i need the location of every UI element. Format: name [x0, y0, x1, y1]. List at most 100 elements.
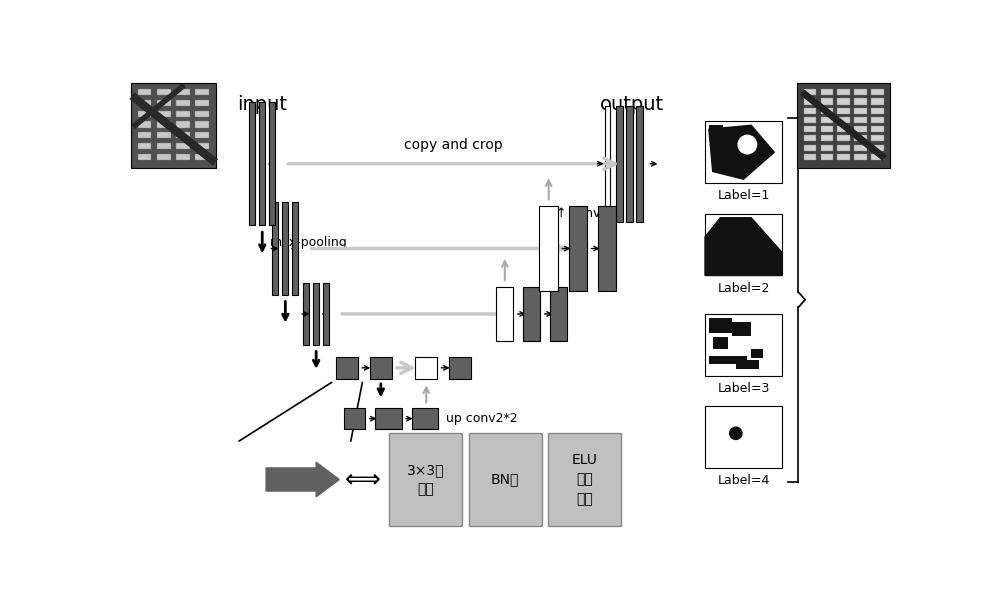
- Bar: [837, 98, 850, 105]
- Bar: [804, 154, 816, 160]
- Bar: [195, 143, 209, 149]
- Text: copy and crop: copy and crop: [404, 138, 503, 152]
- Bar: [195, 89, 209, 95]
- Bar: [157, 100, 171, 106]
- Bar: [195, 111, 209, 117]
- Bar: [176, 89, 190, 95]
- Bar: [605, 106, 610, 221]
- Bar: [292, 202, 298, 295]
- Bar: [138, 143, 151, 149]
- Bar: [837, 126, 850, 132]
- Bar: [550, 287, 567, 341]
- Bar: [820, 117, 833, 123]
- Bar: [820, 98, 833, 105]
- Bar: [709, 126, 723, 137]
- Bar: [548, 433, 621, 526]
- Bar: [138, 154, 151, 160]
- Polygon shape: [709, 126, 774, 179]
- Bar: [313, 283, 319, 345]
- Bar: [820, 108, 833, 114]
- Bar: [195, 132, 209, 139]
- Bar: [138, 132, 151, 139]
- Bar: [732, 322, 751, 336]
- Bar: [176, 100, 190, 106]
- Bar: [854, 154, 867, 160]
- Bar: [804, 145, 816, 151]
- Bar: [269, 102, 275, 226]
- Bar: [820, 135, 833, 142]
- Bar: [157, 143, 171, 149]
- Text: Label=3: Label=3: [717, 382, 770, 394]
- Text: input: input: [237, 95, 287, 114]
- Bar: [837, 154, 850, 160]
- Bar: [837, 135, 850, 142]
- Bar: [837, 145, 850, 151]
- Bar: [854, 108, 867, 114]
- Bar: [449, 357, 471, 378]
- Bar: [854, 145, 867, 151]
- Bar: [539, 206, 558, 291]
- Bar: [705, 121, 782, 183]
- Bar: [195, 154, 209, 160]
- Bar: [871, 145, 884, 151]
- Polygon shape: [705, 218, 782, 275]
- Bar: [389, 433, 462, 526]
- Bar: [837, 108, 850, 114]
- Bar: [871, 98, 884, 105]
- Bar: [157, 154, 171, 160]
- Bar: [854, 89, 867, 95]
- Text: Label=2: Label=2: [717, 281, 770, 295]
- Bar: [804, 126, 816, 132]
- Bar: [820, 126, 833, 132]
- Bar: [469, 433, 542, 526]
- Text: BN层: BN层: [491, 472, 519, 487]
- Bar: [272, 202, 278, 295]
- Text: 3×3卷
积层: 3×3卷 积层: [407, 463, 445, 496]
- Bar: [636, 106, 643, 221]
- Bar: [598, 206, 616, 291]
- Bar: [138, 100, 151, 106]
- Bar: [282, 202, 288, 295]
- Bar: [176, 121, 190, 127]
- Bar: [797, 83, 890, 168]
- Bar: [496, 287, 513, 341]
- Bar: [820, 89, 833, 95]
- Text: up conv2*2: up conv2*2: [446, 412, 517, 425]
- Bar: [412, 408, 438, 430]
- Bar: [626, 106, 633, 221]
- Bar: [131, 83, 216, 168]
- Bar: [804, 89, 816, 95]
- Bar: [523, 287, 540, 341]
- Bar: [871, 117, 884, 123]
- Bar: [176, 132, 190, 139]
- Bar: [138, 89, 151, 95]
- Bar: [871, 135, 884, 142]
- Text: ELU
激活
函数: ELU 激活 函数: [572, 453, 597, 506]
- Bar: [138, 121, 151, 127]
- Bar: [837, 117, 850, 123]
- Bar: [705, 214, 782, 275]
- FancyArrow shape: [266, 462, 339, 497]
- Bar: [176, 111, 190, 117]
- Bar: [375, 408, 402, 430]
- Bar: [709, 356, 747, 364]
- Bar: [713, 337, 728, 349]
- Bar: [195, 121, 209, 127]
- Bar: [138, 111, 151, 117]
- Bar: [804, 117, 816, 123]
- Bar: [195, 100, 209, 106]
- Bar: [837, 89, 850, 95]
- Bar: [157, 111, 171, 117]
- Bar: [709, 318, 732, 333]
- Bar: [871, 108, 884, 114]
- Text: output: output: [600, 95, 664, 114]
- Bar: [804, 108, 816, 114]
- Bar: [804, 98, 816, 105]
- Bar: [705, 314, 782, 375]
- Text: ↑ conv1*1: ↑ conv1*1: [556, 207, 623, 220]
- Bar: [736, 360, 759, 369]
- Bar: [157, 89, 171, 95]
- Bar: [370, 357, 392, 378]
- Bar: [323, 283, 329, 345]
- Bar: [854, 135, 867, 142]
